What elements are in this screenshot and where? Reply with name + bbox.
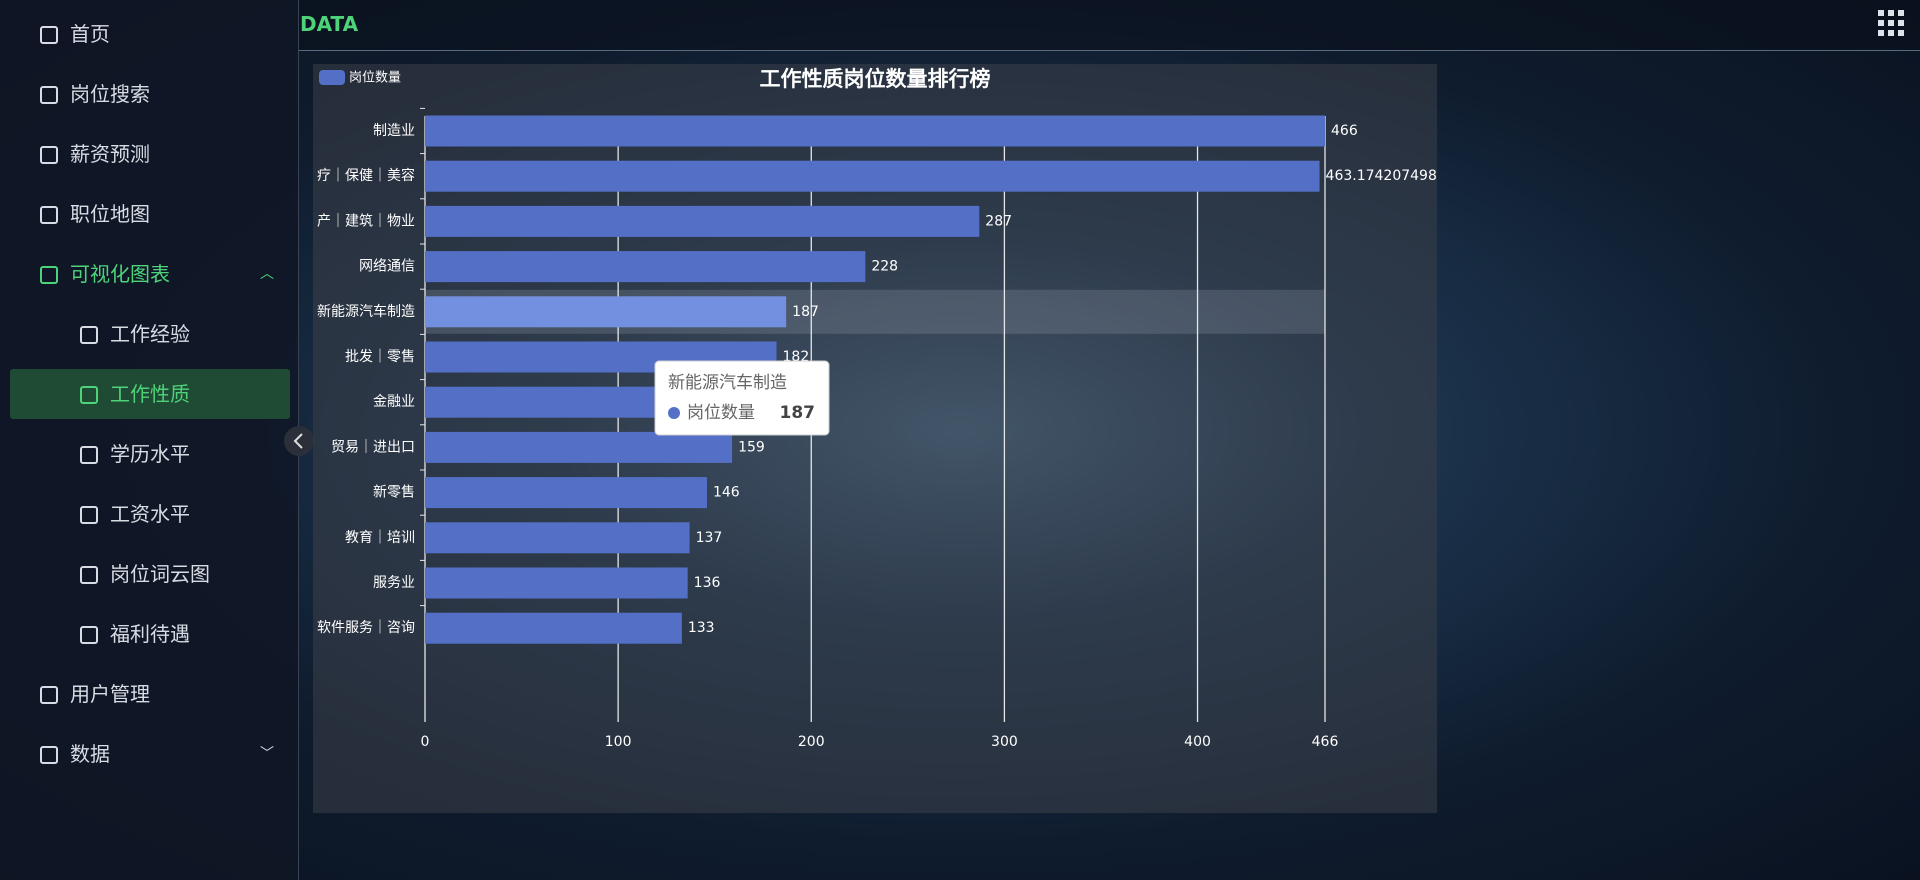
chevron: ︿ xyxy=(260,266,274,282)
y-tick-label: 新零售 xyxy=(373,485,415,501)
menu-icon xyxy=(40,266,58,284)
y-tick-label: 金融业 xyxy=(373,394,415,410)
chart: 工作性质岗位数量排行榜 岗位数量 0 100 200 300 400 466 制造业 466 疗｜… xyxy=(313,64,1437,813)
menu-icon xyxy=(80,626,98,644)
data-label: 136 xyxy=(694,575,721,591)
menu-icon xyxy=(40,746,58,764)
bar xyxy=(425,115,1325,147)
menu-label: 用户管理 xyxy=(70,682,150,706)
bar xyxy=(425,477,707,509)
data-label: 146 xyxy=(713,485,740,501)
x-tick-label: 466 xyxy=(1312,734,1339,750)
y-tick-label: 疗｜保健｜美容 xyxy=(317,167,415,184)
bar xyxy=(425,612,682,644)
menu-item[interactable]: 岗位搜索 xyxy=(10,69,290,119)
menu-icon xyxy=(80,566,98,584)
menu-item[interactable]: 工作性质 xyxy=(10,369,290,419)
menu-icon xyxy=(40,146,58,164)
apps-icon[interactable] xyxy=(1878,10,1904,36)
chevron: ﹀ xyxy=(260,746,274,762)
top-bar: DATA xyxy=(299,0,1920,51)
y-tick-label: 软件服务｜咨询 xyxy=(317,620,415,636)
y-tick-label: 制造业 xyxy=(373,123,415,139)
menu-item[interactable]: 可视化图表 ︿ xyxy=(10,249,290,299)
menu-item[interactable]: 用户管理 xyxy=(10,669,290,719)
legend-swatch xyxy=(319,70,345,85)
menu-label: 工作性质 xyxy=(110,382,190,406)
x-tick-label: 0 xyxy=(421,734,430,750)
menu-label: 福利待遇 xyxy=(110,622,190,646)
data-label: 137 xyxy=(696,530,723,546)
data-label: 133 xyxy=(688,620,715,636)
menu-label: 职位地图 xyxy=(70,202,150,226)
menu-item[interactable]: 学历水平 xyxy=(10,429,290,479)
data-label: 228 xyxy=(871,259,898,275)
y-tick-label: 网络通信 xyxy=(359,259,415,275)
menu-icon xyxy=(40,206,58,224)
brand: DATA xyxy=(300,12,359,36)
menu-icon xyxy=(80,506,98,524)
y-tick-label: 教育｜培训 xyxy=(345,530,415,546)
menu-label: 学历水平 xyxy=(110,442,190,466)
bar xyxy=(425,522,690,554)
menu-item[interactable]: 薪资预测 xyxy=(10,129,290,179)
bar xyxy=(425,431,733,463)
menu-icon xyxy=(40,86,58,104)
menu-label: 工作经验 xyxy=(110,322,190,346)
menu-item[interactable]: 职位地图 xyxy=(10,189,290,239)
y-tick-label: 新能源汽车制造 xyxy=(317,303,415,320)
data-label: 466 xyxy=(1331,123,1358,139)
menu-item[interactable]: 岗位词云图 xyxy=(10,549,290,599)
sidebar: 首页岗位搜索薪资预测职位地图可视化图表 ︿ 工作经验工作性质学历水平工资水平岗位词云… xyxy=(0,0,299,880)
y-tick-label: 产｜建筑｜物业 xyxy=(317,213,415,229)
tooltip-value: 187 xyxy=(780,403,816,423)
bar xyxy=(425,296,787,328)
menu-label: 首页 xyxy=(70,22,110,46)
collapse-button[interactable] xyxy=(283,425,315,457)
menu-label: 薪资预测 xyxy=(70,142,150,166)
data-label: 287 xyxy=(985,213,1012,229)
y-tick-label: 服务业 xyxy=(373,575,415,591)
tooltip-marker xyxy=(668,407,680,419)
data-label: 463.1742074989 xyxy=(1326,168,1437,184)
data-label: 159 xyxy=(738,439,765,455)
menu-label: 岗位词云图 xyxy=(110,562,210,586)
y-tick-label: 贸易｜进出口 xyxy=(331,439,415,455)
menu-item[interactable]: 福利待遇 xyxy=(10,609,290,659)
y-tick-label: 批发｜零售 xyxy=(345,349,415,365)
menu-item[interactable]: 数据 ﹀ xyxy=(10,729,290,779)
legend-label: 岗位数量 xyxy=(349,71,401,86)
tooltip xyxy=(654,360,830,436)
tooltip-series: 岗位数量 xyxy=(687,403,755,423)
tooltip-title: 新能源汽车制造 xyxy=(668,373,787,393)
chart-title: 工作性质岗位数量排行榜 xyxy=(760,67,991,91)
x-tick-label: 300 xyxy=(991,734,1018,750)
menu-label: 可视化图表 xyxy=(70,262,170,286)
x-tick-label: 100 xyxy=(605,734,632,750)
menu-icon xyxy=(80,446,98,464)
menu-icon xyxy=(40,26,58,44)
menu-item[interactable]: 工资水平 xyxy=(10,489,290,539)
menu-icon xyxy=(80,326,98,344)
menu-icon xyxy=(80,386,98,404)
bar xyxy=(425,251,866,283)
x-tick-label: 400 xyxy=(1184,734,1211,750)
menu-label: 岗位搜索 xyxy=(70,82,150,106)
menu-label: 工资水平 xyxy=(110,502,190,526)
bar xyxy=(425,205,980,237)
bar xyxy=(425,567,688,599)
x-tick-label: 200 xyxy=(798,734,825,750)
data-label: 187 xyxy=(792,304,819,320)
menu-item[interactable]: 工作经验 xyxy=(10,309,290,359)
menu-item[interactable]: 首页 xyxy=(10,9,290,59)
bar xyxy=(425,160,1320,192)
menu-icon xyxy=(40,686,58,704)
menu-label: 数据 xyxy=(70,742,110,766)
